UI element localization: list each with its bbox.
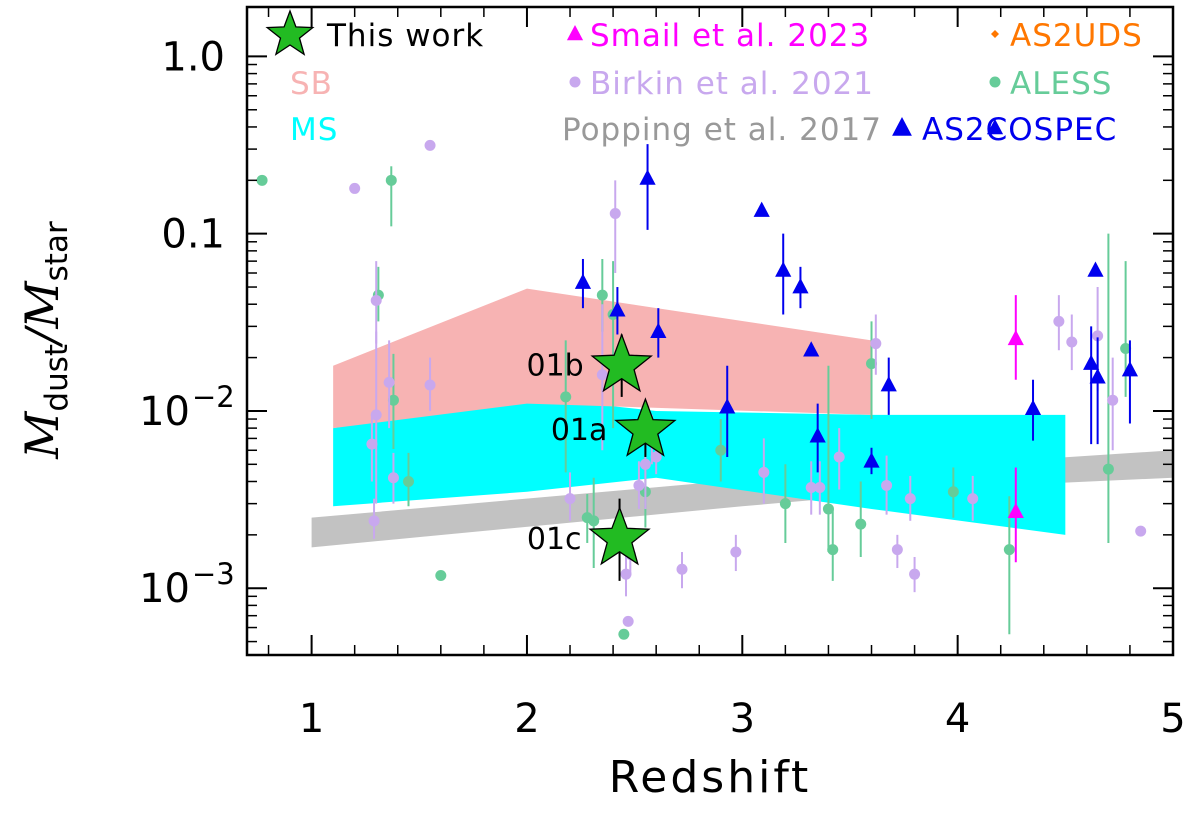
x-axis-title: Redshift [609,752,812,803]
legend-as2uds: AS2UDS [1010,18,1143,54]
aless-point [1103,464,1114,475]
legend-ms: MS [290,112,338,148]
aless-point [386,175,397,186]
birkin-et-al-2021-point [623,616,634,627]
birkin-et-al-2021-point [905,493,916,504]
aless-point [1004,544,1015,555]
birkin-et-al-2021-point [758,467,769,478]
legend-aless: ALESS [1010,66,1112,102]
birkin-et-al-2021-point [834,451,845,462]
birkin-et-al-2021-point [565,493,576,504]
legend-birkin-et-al-2021: Birkin et al. 2021 [590,66,874,102]
legend-circle-icon [990,77,1001,88]
birkin-et-al-2021-point [881,480,892,491]
aless-point [618,629,629,640]
legend-smail-et-al-2023: Smail et al. 2023 [590,18,870,54]
legend-this-work: This work [326,18,484,54]
birkin-et-al-2021-point [1107,395,1118,406]
legend-circle-icon [570,77,581,88]
y-tick-label: 1.0 [161,34,225,80]
aless-point [827,544,838,555]
birkin-et-al-2021-point [967,493,978,504]
birkin-et-al-2021-point [892,544,903,555]
x-tick-label: 3 [730,696,755,742]
birkin-et-al-2021-point [633,480,644,491]
birkin-et-al-2021-point [349,183,360,194]
birkin-et-al-2021-point [814,482,825,493]
birkin-et-al-2021-point [610,208,621,219]
aless-point [588,515,599,526]
birkin-et-al-2021-point [1053,316,1064,327]
birkin-et-al-2021-point [677,564,688,575]
birkin-et-al-2021-point [730,547,741,558]
birkin-et-al-2021-point [384,377,395,388]
x-tick-label: 5 [1160,696,1185,742]
y-tick-exponent: −2 [192,380,235,414]
aless-point [780,498,791,509]
aless-point [948,486,959,497]
birkin-et-al-2021-point [369,515,380,526]
y-tick-label: 10 [139,389,190,435]
star-label-01a: 01a [551,413,608,448]
star-label-01b: 01b [526,349,583,384]
birkin-et-al-2021-point [388,472,399,483]
aless-point [855,519,866,530]
birkin-et-al-2021-point [1135,526,1146,537]
aless-point [560,391,571,402]
aless-point [715,445,726,456]
birkin-et-al-2021-point [870,338,881,349]
birkin-et-al-2021-point [425,380,436,391]
aless-point [435,570,446,581]
birkin-et-al-2021-point [371,295,382,306]
birkin-et-al-2021-point [1066,336,1077,347]
y-tick-label: 0.1 [161,212,225,258]
y-tick-exponent: −3 [192,557,235,591]
birkin-et-al-2021-point [371,409,382,420]
star-label-01c: 01c [527,522,582,557]
aless-point [597,290,608,301]
aless-point [257,175,268,186]
x-tick-label: 4 [945,696,970,742]
birkin-et-al-2021-point [909,569,920,580]
x-tick-label: 2 [514,696,539,742]
x-tick-label: 1 [299,696,324,742]
legend-popping-et-al-2017: Popping et al. 2017 [562,112,882,148]
birkin-et-al-2021-point [425,140,436,151]
aless-point [403,476,414,487]
y-tick-label: 10 [139,566,190,612]
birkin-et-al-2021-point [597,369,608,380]
legend-as2cospec: AS2COSPEC [922,112,1117,148]
birkin-et-al-2021-point [640,459,651,470]
legend-sb: SB [290,66,333,102]
